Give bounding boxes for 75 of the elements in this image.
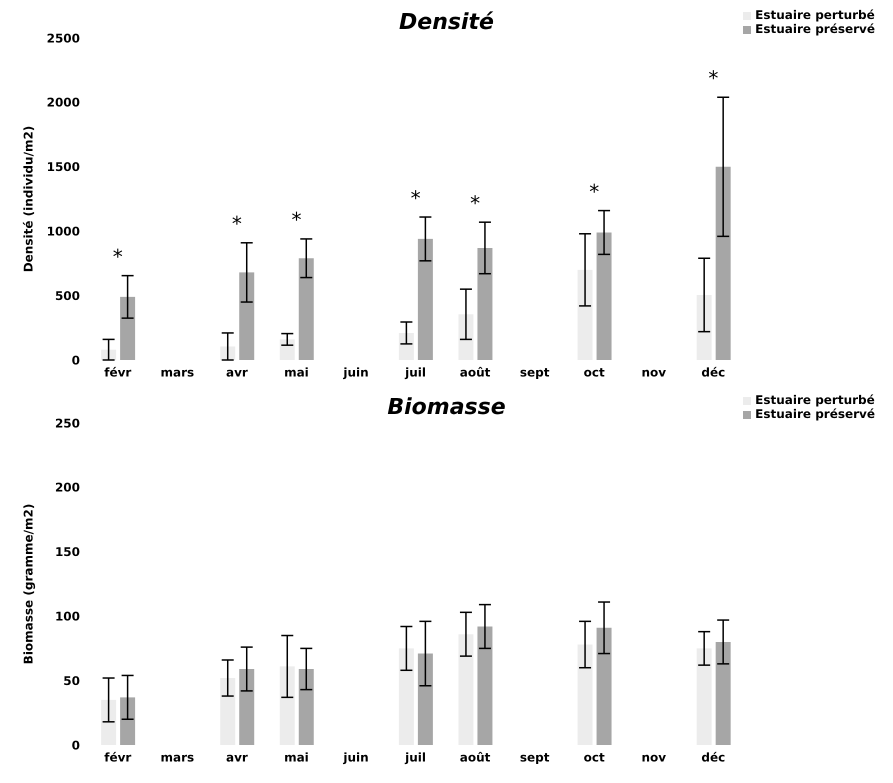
bar (477, 248, 492, 360)
x-tick-label: mai (284, 366, 309, 380)
annotation: * (291, 208, 302, 232)
bar (696, 294, 712, 360)
bar (220, 678, 236, 745)
bar (696, 648, 712, 745)
bar (120, 697, 136, 745)
annotation: * (708, 66, 718, 90)
bar (578, 270, 593, 360)
x-tick-label: déc (701, 750, 726, 765)
bar (280, 666, 295, 745)
x-tick-label: nov (641, 750, 666, 765)
y-tick-label: 1000 (46, 224, 80, 238)
x-tick-label: mars (160, 750, 194, 765)
annotation: * (589, 179, 600, 204)
x-tick-label: mars (160, 366, 194, 380)
bar (280, 339, 295, 360)
x-tick-label: juil (404, 750, 426, 765)
annotation: * (112, 244, 123, 268)
legend-label: Estuaire perturbé (755, 8, 875, 22)
bar (418, 238, 433, 360)
annotation: * (232, 212, 242, 236)
bar (716, 642, 731, 745)
x-tick-label: juil (404, 366, 426, 380)
x-tick-label: févr (104, 366, 132, 380)
chart-title: Densité (399, 10, 494, 35)
x-tick-label: juin (342, 366, 369, 380)
x-tick-label: déc (701, 366, 726, 380)
x-tick-label: oct (584, 366, 606, 380)
y-tick-label: 150 (54, 545, 80, 560)
x-tick-label: sept (520, 366, 550, 380)
y-tick-label: 2500 (46, 31, 80, 46)
bar (239, 669, 254, 745)
y-tick-label: 0 (72, 738, 80, 752)
x-tick-label: juin (342, 750, 369, 765)
x-tick-label: oct (584, 750, 606, 765)
x-tick-label: août (460, 750, 491, 765)
y-axis-title: Densité (individu/m2) (21, 126, 36, 272)
bar (418, 654, 433, 745)
y-tick-label: 200 (54, 480, 80, 495)
annotation: * (410, 186, 421, 210)
bar (596, 232, 612, 360)
y-tick-label: 100 (54, 609, 80, 624)
bar (239, 272, 254, 360)
y-axis-title: Biomasse (gramme/m2) (21, 504, 36, 664)
x-tick-label: mai (284, 750, 309, 765)
y-tick-label: 50 (63, 674, 80, 688)
y-tick-label: 500 (54, 288, 80, 303)
legend-label: Estuaire préservé (755, 407, 875, 421)
x-tick-label: avr (226, 750, 248, 765)
annotation: * (470, 190, 480, 215)
legend-label: Estuaire préservé (755, 22, 875, 36)
y-tick-label: 2000 (46, 96, 80, 110)
x-tick-label: avr (226, 366, 248, 380)
bar (477, 626, 492, 745)
x-tick-label: août (460, 366, 491, 380)
y-tick-label: 0 (72, 353, 80, 368)
chart-title: Biomasse (387, 395, 506, 420)
bar (298, 258, 314, 360)
bar (398, 648, 414, 745)
bar (120, 296, 136, 360)
y-tick-label: 1500 (46, 160, 80, 174)
bar (716, 166, 731, 360)
bar (596, 628, 612, 745)
bar (101, 700, 116, 745)
x-tick-label: nov (641, 366, 666, 380)
x-tick-label: févr (104, 750, 132, 765)
bar (578, 644, 593, 745)
bar (398, 332, 414, 360)
x-tick-label: sept (520, 750, 550, 765)
bar (298, 669, 314, 745)
y-tick-label: 250 (54, 416, 80, 430)
legend-label: Estuaire perturbé (755, 393, 875, 407)
bar (458, 314, 474, 360)
bar (458, 634, 474, 745)
